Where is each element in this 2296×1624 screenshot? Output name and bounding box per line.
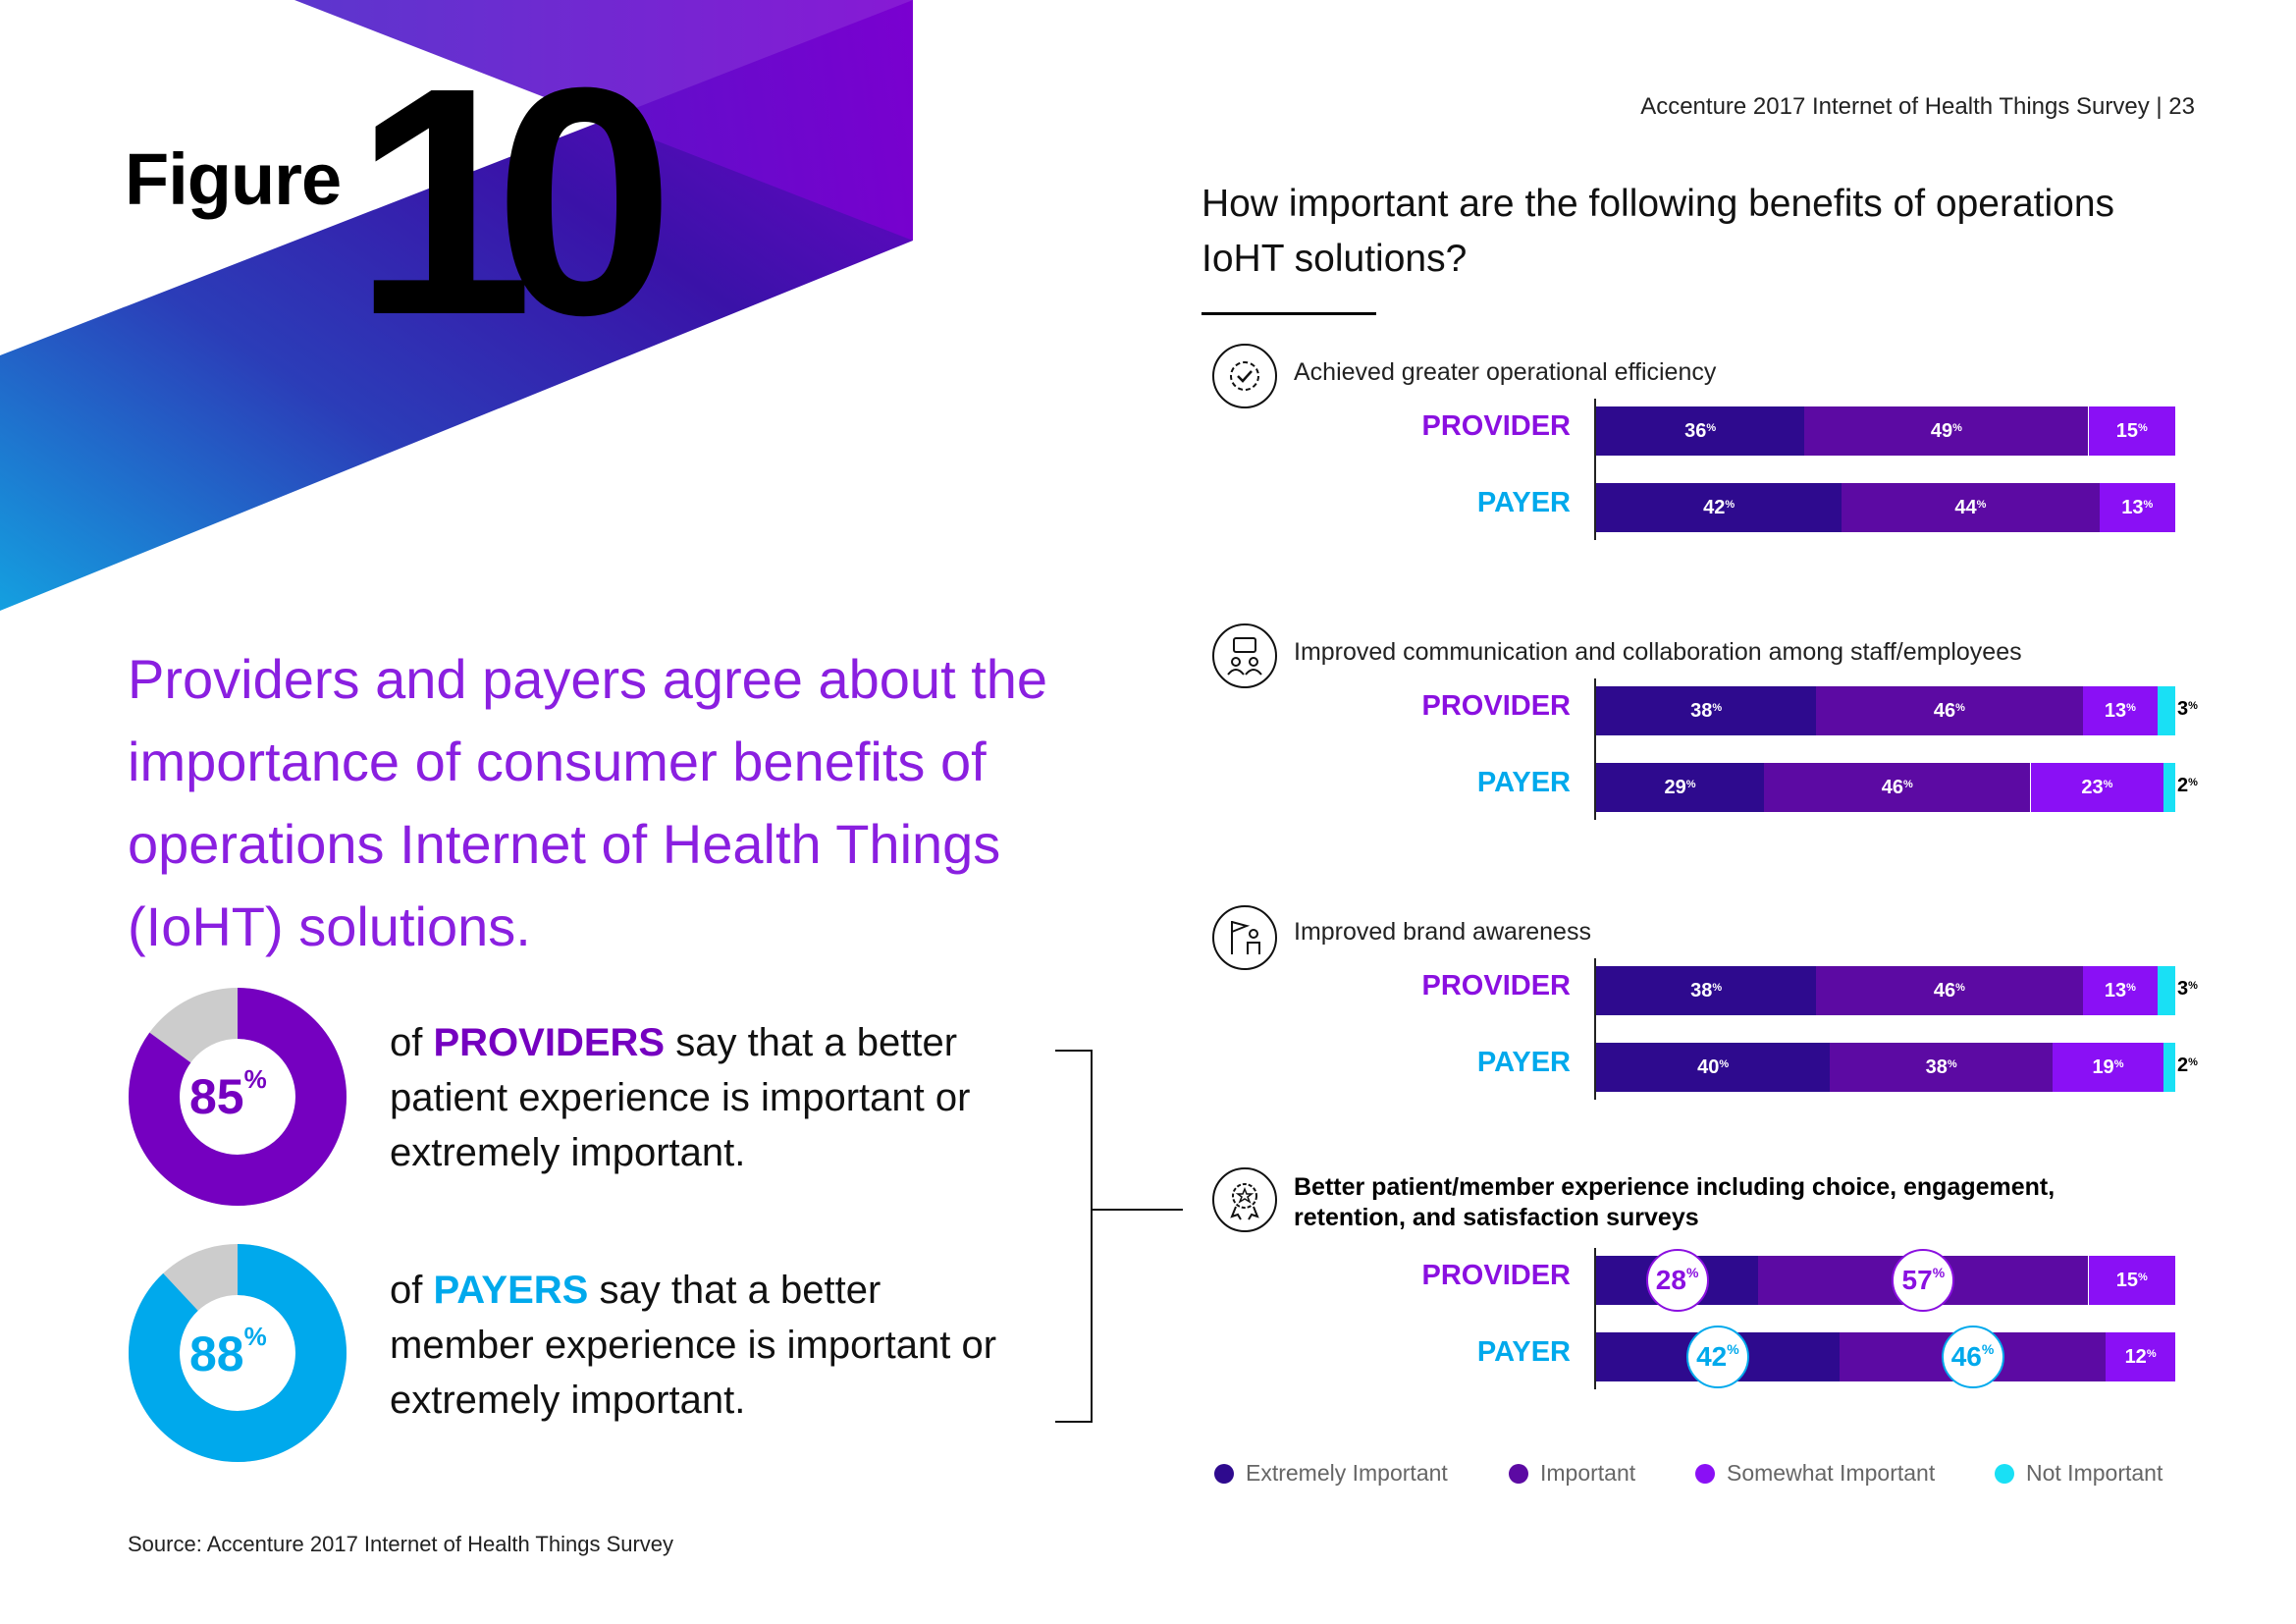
headline: Providers and payers agree about the imp… xyxy=(128,648,1048,957)
bar-value-label: 15% xyxy=(2115,419,2148,442)
bar-segment: 36% xyxy=(1596,406,1805,456)
bar-segment xyxy=(2163,1043,2175,1092)
row-label-payer: PAYER xyxy=(1476,767,1571,798)
provider-donut-value: 85% xyxy=(189,1064,267,1124)
bar-value-label: 46% xyxy=(1881,776,1913,798)
bar-value-label: 13% xyxy=(2104,979,2136,1001)
bar-value-label: 38% xyxy=(1925,1056,1957,1078)
hero-band xyxy=(0,0,913,611)
legend-item: Somewhat Important xyxy=(1695,1460,1935,1487)
bracket-connector xyxy=(1055,1050,1183,1423)
bar-value-label: 57% xyxy=(1892,1249,1955,1312)
bar-value-label: 42% xyxy=(1703,496,1735,518)
bar-segment xyxy=(2158,966,2175,1015)
bar-value-label: 46% xyxy=(1941,1326,2004,1388)
bar-value-label: 3% xyxy=(2177,978,2198,1000)
bar-segment: 49% xyxy=(1804,406,2089,456)
bar-segment: 40% xyxy=(1596,1043,1831,1092)
chat-people-icon xyxy=(1212,623,1277,688)
bar-value-label: 2% xyxy=(2177,775,2198,796)
bar-segment: 38% xyxy=(1596,686,1817,735)
bar-value-label: 28% xyxy=(1645,1249,1709,1312)
chart-question: How important are the following benefits… xyxy=(1201,183,2115,280)
bar-segment: 13% xyxy=(2082,966,2159,1015)
bar-axis xyxy=(1594,678,1596,820)
figure-number: 10 xyxy=(353,20,674,382)
bar-value-label: 38% xyxy=(1690,979,1723,1001)
bar-value-label: 29% xyxy=(1664,776,1696,798)
bar-segment: 29% xyxy=(1596,763,1765,812)
bar-value-label: 12% xyxy=(2124,1345,2157,1368)
bar-value-label: 3% xyxy=(2177,698,2198,720)
group-title-4: Better patient/member experience includi… xyxy=(1294,1173,2056,1231)
row-label-payer: PAYER xyxy=(1476,487,1571,518)
bar-segment: 13% xyxy=(2099,483,2175,532)
row-label-provider: PROVIDER xyxy=(1421,690,1571,722)
source-note: Source: Accenture 2017 Internet of Healt… xyxy=(128,1532,674,1556)
bar-segment: 46% xyxy=(1764,763,2031,812)
bar-value-label: 36% xyxy=(1684,419,1717,442)
bar-segment: 38% xyxy=(1830,1043,2053,1092)
group-title-1: Achieved greater operational efficiency xyxy=(1294,358,1717,386)
bar-value-label: 44% xyxy=(1954,496,1987,518)
figure-word: Figure xyxy=(125,138,342,220)
row-label-payer: PAYER xyxy=(1476,1047,1571,1078)
bar-segment: 19% xyxy=(2052,1043,2164,1092)
bar-value-label: 23% xyxy=(2081,776,2113,798)
payer-stat-text: of PAYERS say that a better member exper… xyxy=(390,1269,997,1422)
bar-segment: 23% xyxy=(2030,763,2164,812)
bar-axis xyxy=(1594,1248,1596,1389)
row-label-provider: PROVIDER xyxy=(1421,410,1571,442)
bar-value-label: 2% xyxy=(2177,1055,2198,1076)
bar-axis xyxy=(1594,958,1596,1100)
provider-stat-text: of PROVIDERS say that a better patient e… xyxy=(390,1021,971,1174)
bar-value-label: 49% xyxy=(1930,419,1962,442)
legend-swatch xyxy=(1214,1463,1234,1484)
legend-item: Extremely Important xyxy=(1214,1460,1448,1487)
bar-value-label: 13% xyxy=(2104,699,2136,722)
gear-check-icon xyxy=(1212,344,1277,408)
bar-value-label: 19% xyxy=(2092,1056,2124,1078)
bar-segment: 38% xyxy=(1596,966,1817,1015)
bar-value-label: 15% xyxy=(2115,1269,2148,1291)
provider-donut xyxy=(129,988,347,1206)
bar-segment: 46% xyxy=(1816,966,2083,1015)
star-badge-icon xyxy=(1212,1167,1277,1232)
bar-value-label: 38% xyxy=(1690,699,1723,722)
row-label-provider: PROVIDER xyxy=(1421,1260,1571,1291)
flag-person-icon xyxy=(1212,905,1277,970)
bar-axis xyxy=(1594,399,1596,540)
legend-swatch xyxy=(1695,1463,1715,1484)
bar-segment: 13% xyxy=(2082,686,2159,735)
group-title-2: Improved communication and collaboration… xyxy=(1294,638,2022,666)
group-title-3: Improved brand awareness xyxy=(1294,918,1591,946)
legend-swatch xyxy=(1509,1463,1528,1484)
legend-item: Important xyxy=(1509,1460,1635,1487)
bar-segment: 44% xyxy=(1842,483,2100,532)
bar-segment xyxy=(2158,686,2175,735)
question-rule xyxy=(1201,312,1376,315)
bar-value-label: 42% xyxy=(1685,1326,1749,1388)
bar-value-label: 13% xyxy=(2121,496,2154,518)
bar-segment: 15% xyxy=(2088,1256,2175,1305)
bar-value-label: 46% xyxy=(1933,979,1965,1001)
row-label-provider: PROVIDER xyxy=(1421,970,1571,1001)
bar-segment: 42% xyxy=(1596,483,1842,532)
bar-segment: 15% xyxy=(2088,406,2175,456)
legend-item: Not Important xyxy=(1995,1460,2163,1487)
bar-value-label: 46% xyxy=(1933,699,1965,722)
bar-segment: 12% xyxy=(2106,1332,2175,1381)
payer-donut-value: 88% xyxy=(189,1322,267,1381)
payer-donut xyxy=(129,1244,347,1462)
row-label-payer: PAYER xyxy=(1476,1336,1571,1368)
bar-segment xyxy=(2163,763,2175,812)
bar-value-label: 40% xyxy=(1697,1056,1730,1078)
bar-segment: 46% xyxy=(1816,686,2083,735)
page-reference: Accenture 2017 Internet of Health Things… xyxy=(1640,93,2195,120)
legend-swatch xyxy=(1995,1463,2014,1484)
